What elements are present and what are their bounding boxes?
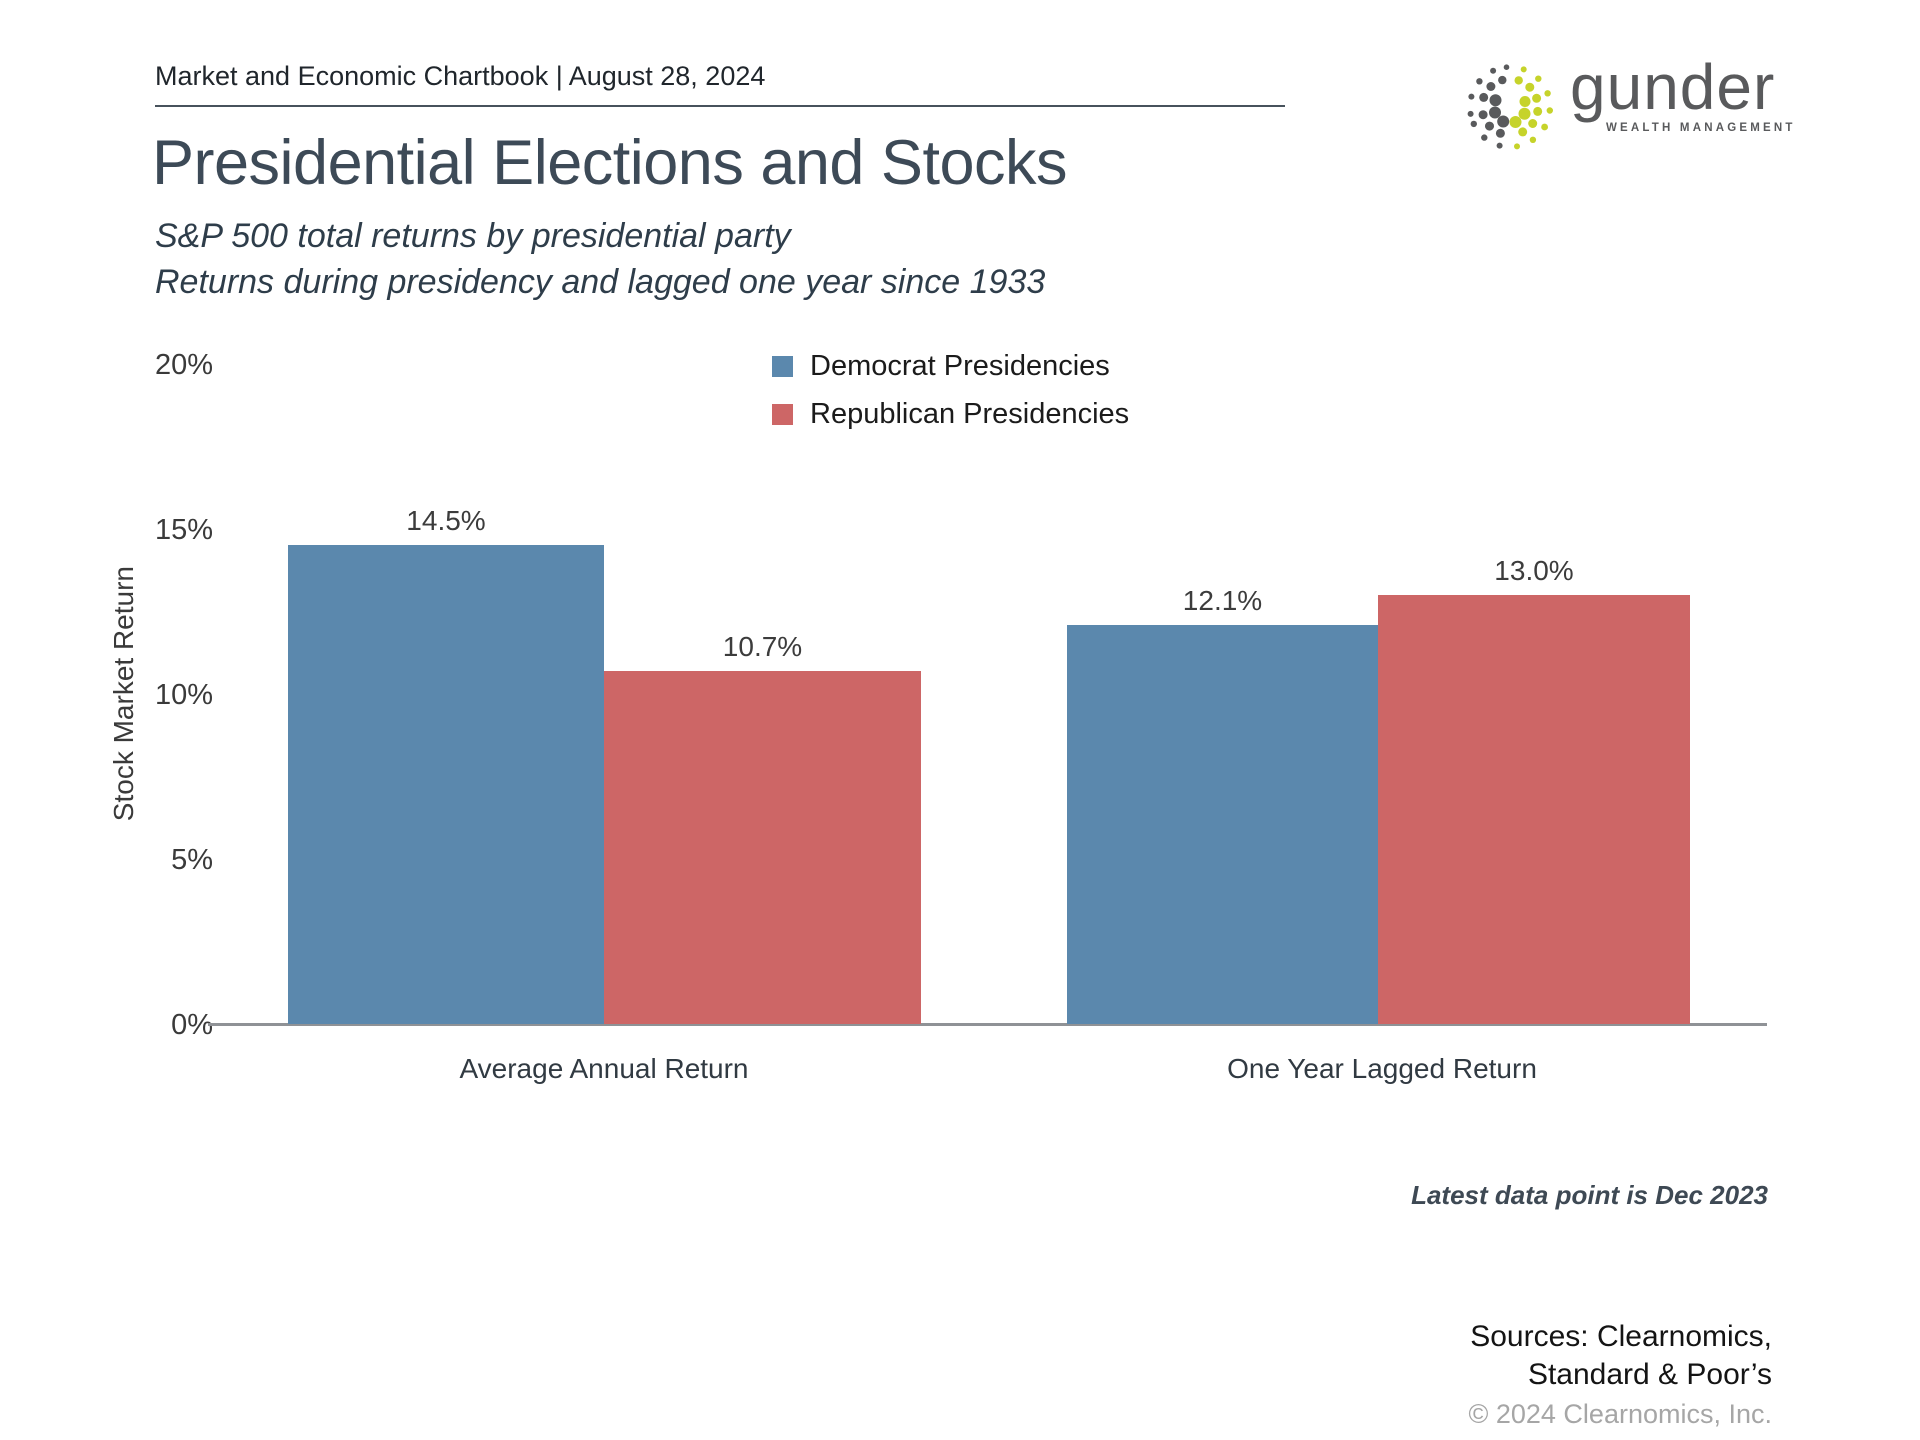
bar-value-label: 10.7% <box>722 631 803 662</box>
sources-block: Sources: Clearnomics, Standard & Poor’s … <box>1468 1318 1772 1430</box>
bar-republican-one-year-lagged: 13.0% <box>1378 555 1690 1024</box>
sources-line1: Sources: Clearnomics, <box>1470 1320 1772 1353</box>
y-tick-15: 15% <box>154 514 213 546</box>
bar-republican-average-annual: 10.7% <box>604 631 921 1024</box>
bar-democrat-average-annual: 14.5% <box>288 505 604 1024</box>
copyright-text: © 2024 Clearnomics, Inc. <box>1468 1399 1772 1429</box>
y-tick-10: 10% <box>154 679 213 711</box>
x-axis-line <box>208 1023 1767 1026</box>
legend-swatch-democrat <box>772 355 793 377</box>
gunder-logo-text: gunder WEALTH MANAGEMENT <box>1570 54 1796 134</box>
legend-label-republican: Republican Presidencies <box>810 397 1130 430</box>
y-tick-20: 20% <box>154 349 213 381</box>
legend-swatch-republican <box>772 403 793 425</box>
sources-line2: Standard & Poor’s <box>1527 1358 1772 1391</box>
x-category-one-year-lagged-return: One Year Lagged Return <box>1227 1053 1537 1084</box>
legend-item-republican: Republican Presidencies <box>772 397 1130 430</box>
bar-plot-area: 14.5% 10.7% 12.1% 13.0% <box>208 364 1768 1024</box>
subtitle-line2: Returns during presidency and lagged one… <box>155 263 1046 301</box>
chartbook-header-title: Market and Economic Chartbook | August 2… <box>155 61 766 91</box>
y-axis-title: Stock Market Return <box>108 566 139 822</box>
x-category-average-annual-return: Average Annual Return <box>459 1053 749 1084</box>
y-tick-0: 0% <box>171 1009 213 1041</box>
bar-democrat-one-year-lagged: 12.1% <box>1067 585 1378 1024</box>
gunder-logo: gunder WEALTH MANAGEMENT <box>1460 54 1796 160</box>
bar-value-label: 12.1% <box>1182 585 1263 616</box>
legend-label-democrat: Democrat Presidencies <box>810 349 1110 382</box>
bar-value-label: 14.5% <box>406 505 486 536</box>
chart-legend: Democrat Presidencies Republican Preside… <box>772 349 1130 447</box>
gunder-tagline: WEALTH MANAGEMENT <box>1606 122 1796 134</box>
latest-data-note: Latest data point is Dec 2023 <box>1411 1180 1768 1210</box>
gunder-brand-name: gunder <box>1570 51 1776 123</box>
gunder-globe-icon <box>1467 64 1553 150</box>
subtitle-line1: S&P 500 total returns by presidential pa… <box>155 217 791 255</box>
header-divider <box>155 105 1285 107</box>
bar-value-label: 13.0% <box>1494 555 1574 586</box>
y-tick-5: 5% <box>171 844 213 876</box>
legend-item-democrat: Democrat Presidencies <box>772 349 1129 382</box>
page-title: Presidential Elections and Stocks <box>152 128 1068 198</box>
